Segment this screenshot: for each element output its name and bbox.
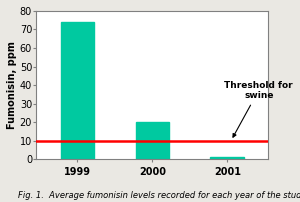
Text: Fig. 1.  Average fumonisin levels recorded for each year of the study.: Fig. 1. Average fumonisin levels recorde… xyxy=(18,191,300,200)
Text: Threshold for
swine: Threshold for swine xyxy=(224,81,293,137)
Y-axis label: Fumonisin, ppm: Fumonisin, ppm xyxy=(7,41,17,129)
Bar xyxy=(61,22,94,159)
Bar xyxy=(210,157,244,159)
Bar xyxy=(136,122,169,159)
